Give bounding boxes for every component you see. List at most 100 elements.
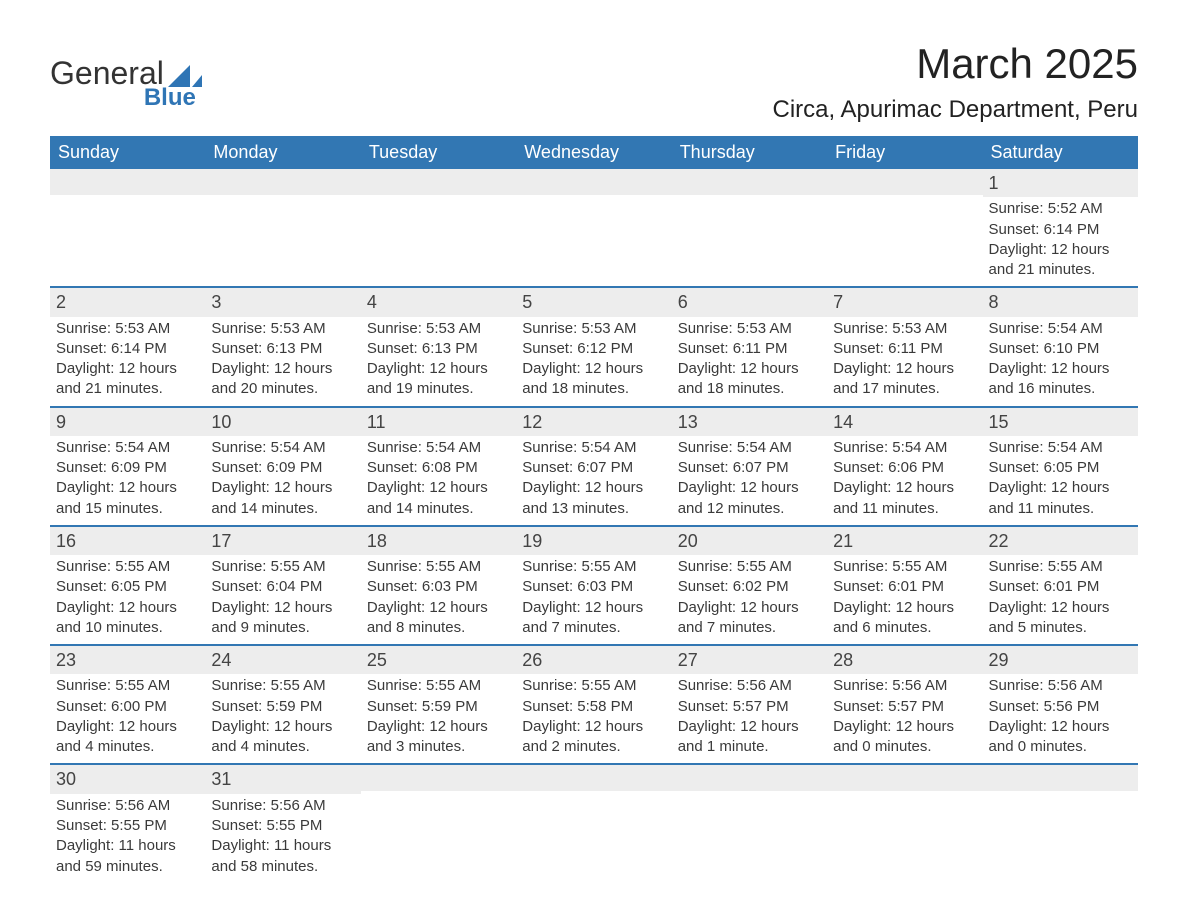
sunrise-text: Sunrise: 5:55 AM	[367, 557, 510, 577]
daylight-line2: and 13 minutes.	[522, 499, 665, 519]
weekday-header-cell: Monday	[205, 136, 360, 169]
day-number: 22	[983, 527, 1138, 555]
sunrise-text: Sunrise: 5:55 AM	[989, 557, 1132, 577]
day-number: 8	[983, 288, 1138, 316]
day-body: Sunrise: 5:55 AMSunset: 6:00 PMDaylight:…	[50, 674, 205, 763]
day-cell: 15Sunrise: 5:54 AMSunset: 6:05 PMDayligh…	[983, 408, 1138, 525]
daylight-line2: and 58 minutes.	[211, 857, 354, 877]
month-title: March 2025	[773, 40, 1138, 88]
daylight-line2: and 20 minutes.	[211, 379, 354, 399]
weekday-header-cell: Thursday	[672, 136, 827, 169]
day-body: Sunrise: 5:55 AMSunset: 6:03 PMDaylight:…	[516, 555, 671, 644]
day-body: Sunrise: 5:54 AMSunset: 6:07 PMDaylight:…	[516, 436, 671, 525]
daylight-line1: Daylight: 12 hours	[989, 598, 1132, 618]
daylight-line2: and 2 minutes.	[522, 737, 665, 757]
day-number: 2	[50, 288, 205, 316]
day-cell: 3Sunrise: 5:53 AMSunset: 6:13 PMDaylight…	[205, 288, 360, 405]
sunrise-text: Sunrise: 5:53 AM	[56, 319, 199, 339]
day-number: 13	[672, 408, 827, 436]
daylight-line1: Daylight: 11 hours	[211, 836, 354, 856]
day-number: 12	[516, 408, 671, 436]
sunset-text: Sunset: 6:01 PM	[989, 577, 1132, 597]
empty-day-bar	[50, 169, 205, 195]
day-number: 11	[361, 408, 516, 436]
sunrise-text: Sunrise: 5:54 AM	[56, 438, 199, 458]
day-number: 6	[672, 288, 827, 316]
daylight-line2: and 21 minutes.	[56, 379, 199, 399]
sunset-text: Sunset: 6:10 PM	[989, 339, 1132, 359]
day-cell: 11Sunrise: 5:54 AMSunset: 6:08 PMDayligh…	[361, 408, 516, 525]
day-body: Sunrise: 5:53 AMSunset: 6:13 PMDaylight:…	[361, 317, 516, 406]
sunrise-text: Sunrise: 5:55 AM	[833, 557, 976, 577]
day-body: Sunrise: 5:54 AMSunset: 6:08 PMDaylight:…	[361, 436, 516, 525]
sunset-text: Sunset: 6:13 PM	[367, 339, 510, 359]
day-body: Sunrise: 5:55 AMSunset: 6:04 PMDaylight:…	[205, 555, 360, 644]
daylight-line2: and 1 minute.	[678, 737, 821, 757]
daylight-line2: and 16 minutes.	[989, 379, 1132, 399]
sunset-text: Sunset: 6:14 PM	[989, 220, 1132, 240]
day-body: Sunrise: 5:55 AMSunset: 5:59 PMDaylight:…	[361, 674, 516, 763]
daylight-line2: and 3 minutes.	[367, 737, 510, 757]
daylight-line2: and 11 minutes.	[989, 499, 1132, 519]
day-cell: 4Sunrise: 5:53 AMSunset: 6:13 PMDaylight…	[361, 288, 516, 405]
day-number: 5	[516, 288, 671, 316]
sunset-text: Sunset: 6:12 PM	[522, 339, 665, 359]
day-cell: 22Sunrise: 5:55 AMSunset: 6:01 PMDayligh…	[983, 527, 1138, 644]
day-body: Sunrise: 5:54 AMSunset: 6:09 PMDaylight:…	[50, 436, 205, 525]
weekday-header-cell: Saturday	[983, 136, 1138, 169]
weekday-header-cell: Tuesday	[361, 136, 516, 169]
sunset-text: Sunset: 6:07 PM	[522, 458, 665, 478]
sunrise-text: Sunrise: 5:55 AM	[678, 557, 821, 577]
day-cell: 14Sunrise: 5:54 AMSunset: 6:06 PMDayligh…	[827, 408, 982, 525]
sunrise-text: Sunrise: 5:55 AM	[56, 557, 199, 577]
daylight-line1: Daylight: 12 hours	[56, 359, 199, 379]
daylight-line1: Daylight: 12 hours	[833, 359, 976, 379]
empty-day-bar	[516, 169, 671, 195]
daylight-line1: Daylight: 12 hours	[522, 478, 665, 498]
day-cell: 8Sunrise: 5:54 AMSunset: 6:10 PMDaylight…	[983, 288, 1138, 405]
daylight-line1: Daylight: 12 hours	[833, 717, 976, 737]
day-body: Sunrise: 5:53 AMSunset: 6:11 PMDaylight:…	[827, 317, 982, 406]
day-cell: 21Sunrise: 5:55 AMSunset: 6:01 PMDayligh…	[827, 527, 982, 644]
day-cell: 1Sunrise: 5:52 AMSunset: 6:14 PMDaylight…	[983, 169, 1138, 286]
day-cell	[672, 169, 827, 286]
daylight-line2: and 4 minutes.	[56, 737, 199, 757]
sunrise-text: Sunrise: 5:54 AM	[211, 438, 354, 458]
day-cell: 9Sunrise: 5:54 AMSunset: 6:09 PMDaylight…	[50, 408, 205, 525]
title-block: March 2025 Circa, Apurimac Department, P…	[773, 40, 1138, 130]
day-number: 31	[205, 765, 360, 793]
sunrise-text: Sunrise: 5:55 AM	[211, 557, 354, 577]
day-cell: 31Sunrise: 5:56 AMSunset: 5:55 PMDayligh…	[205, 765, 360, 882]
day-cell: 5Sunrise: 5:53 AMSunset: 6:12 PMDaylight…	[516, 288, 671, 405]
day-cell	[827, 169, 982, 286]
daylight-line1: Daylight: 12 hours	[211, 478, 354, 498]
day-body: Sunrise: 5:54 AMSunset: 6:09 PMDaylight:…	[205, 436, 360, 525]
sunset-text: Sunset: 5:57 PM	[833, 697, 976, 717]
sunset-text: Sunset: 6:09 PM	[211, 458, 354, 478]
day-number: 28	[827, 646, 982, 674]
daylight-line1: Daylight: 12 hours	[367, 478, 510, 498]
sunrise-text: Sunrise: 5:53 AM	[833, 319, 976, 339]
sunrise-text: Sunrise: 5:53 AM	[678, 319, 821, 339]
sunset-text: Sunset: 5:59 PM	[367, 697, 510, 717]
day-cell: 27Sunrise: 5:56 AMSunset: 5:57 PMDayligh…	[672, 646, 827, 763]
daylight-line2: and 21 minutes.	[989, 260, 1132, 280]
day-cell	[361, 765, 516, 882]
daylight-line2: and 14 minutes.	[211, 499, 354, 519]
day-number: 27	[672, 646, 827, 674]
daylight-line2: and 12 minutes.	[678, 499, 821, 519]
day-body: Sunrise: 5:52 AMSunset: 6:14 PMDaylight:…	[983, 197, 1138, 286]
daylight-line2: and 18 minutes.	[522, 379, 665, 399]
sunrise-text: Sunrise: 5:54 AM	[833, 438, 976, 458]
day-body: Sunrise: 5:56 AMSunset: 5:55 PMDaylight:…	[50, 794, 205, 883]
sunset-text: Sunset: 6:02 PM	[678, 577, 821, 597]
day-cell: 30Sunrise: 5:56 AMSunset: 5:55 PMDayligh…	[50, 765, 205, 882]
day-body: Sunrise: 5:55 AMSunset: 6:01 PMDaylight:…	[827, 555, 982, 644]
empty-day-bar	[827, 169, 982, 195]
daylight-line2: and 7 minutes.	[522, 618, 665, 638]
day-number: 4	[361, 288, 516, 316]
sunset-text: Sunset: 6:05 PM	[989, 458, 1132, 478]
sunrise-text: Sunrise: 5:54 AM	[989, 319, 1132, 339]
day-number: 25	[361, 646, 516, 674]
daylight-line1: Daylight: 12 hours	[989, 478, 1132, 498]
